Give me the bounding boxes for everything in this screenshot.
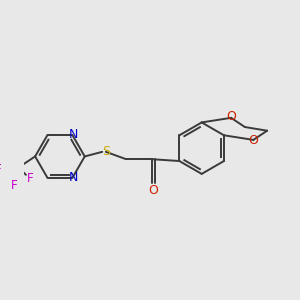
- Text: O: O: [248, 134, 258, 147]
- Text: F: F: [27, 172, 34, 185]
- Text: F: F: [0, 163, 2, 176]
- Text: F: F: [11, 179, 17, 192]
- Text: N: N: [69, 128, 78, 141]
- Text: O: O: [226, 110, 236, 123]
- Text: S: S: [102, 145, 110, 158]
- Text: N: N: [69, 171, 78, 184]
- Text: O: O: [148, 184, 158, 197]
